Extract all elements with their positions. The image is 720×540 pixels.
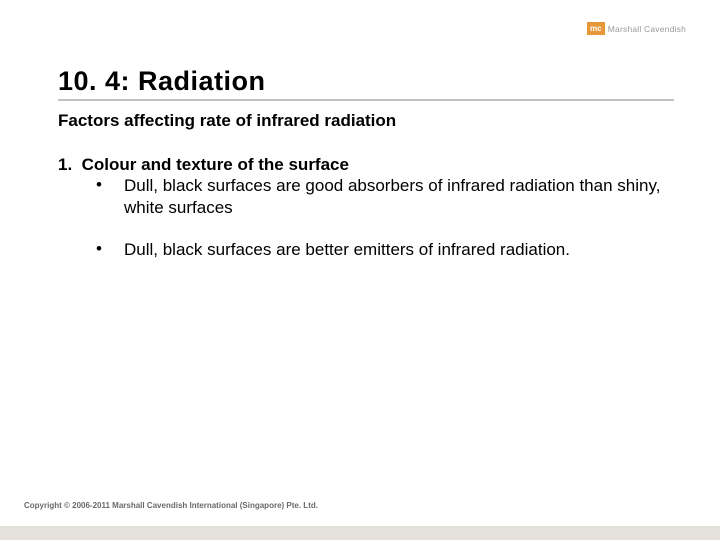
bullet-item: • Dull, black surfaces are good absorber… bbox=[96, 175, 674, 219]
item-number: 1. bbox=[58, 155, 72, 174]
slide-title: 10. 4: Radiation bbox=[58, 66, 674, 101]
content-area: 10. 4: Radiation Factors affecting rate … bbox=[58, 66, 674, 280]
bullet-icon: • bbox=[96, 239, 124, 261]
bullet-text: Dull, black surfaces are better emitters… bbox=[124, 239, 674, 261]
item-heading-text: Colour and texture of the surface bbox=[82, 155, 349, 174]
logo-box-icon: mc bbox=[587, 22, 605, 35]
slide: mc Marshall Cavendish 10. 4: Radiation F… bbox=[0, 0, 720, 540]
logo-brand-text: Marshall Cavendish bbox=[608, 24, 686, 34]
list-item-heading: 1. Colour and texture of the surface bbox=[58, 155, 674, 175]
footer-bar bbox=[0, 526, 720, 540]
bullet-text: Dull, black surfaces are good absorbers … bbox=[124, 175, 674, 219]
copyright-text: Copyright © 2006-2011 Marshall Cavendish… bbox=[24, 501, 318, 510]
brand-logo: mc Marshall Cavendish bbox=[587, 22, 686, 35]
bullet-icon: • bbox=[96, 175, 124, 219]
bullet-item: • Dull, black surfaces are better emitte… bbox=[96, 239, 674, 261]
slide-subtitle: Factors affecting rate of infrared radia… bbox=[58, 111, 674, 131]
